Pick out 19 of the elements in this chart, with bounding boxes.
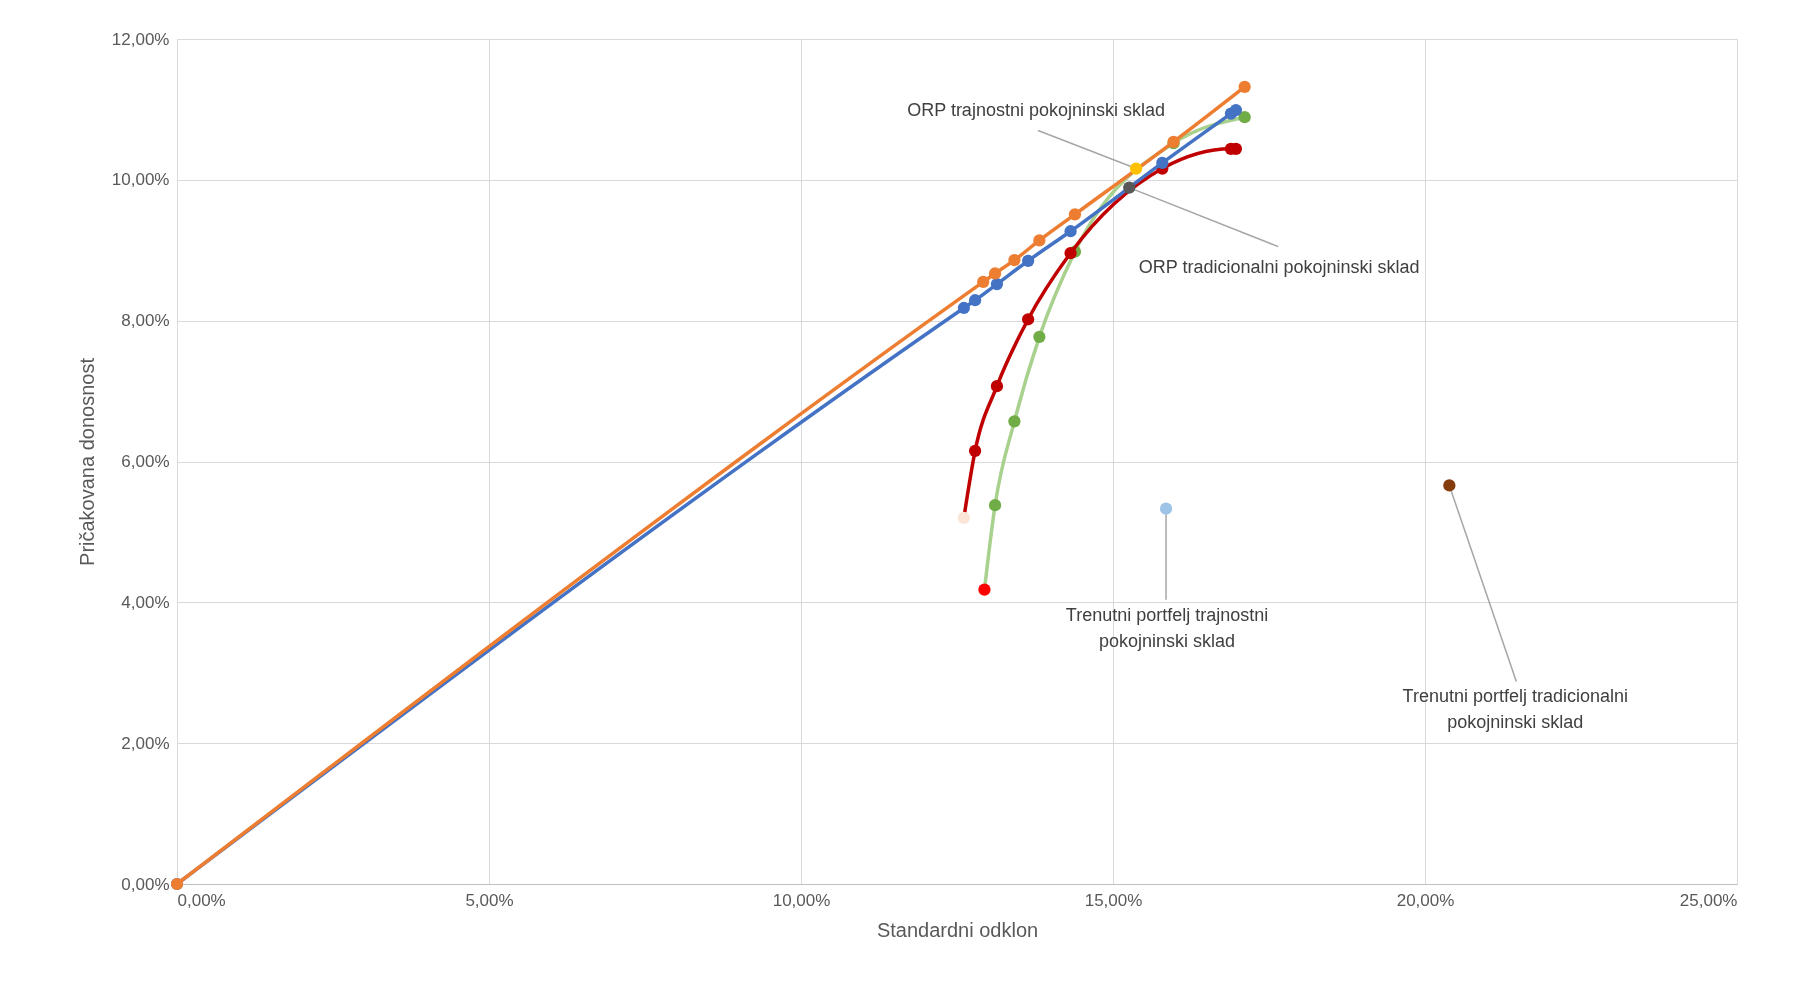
y-axis-title: Pričakovana donosnost	[75, 357, 98, 566]
y-tick-label: 8,00%	[121, 311, 170, 331]
x-tick-label: 25,00%	[1679, 890, 1738, 910]
x-tick-label: 5,00%	[465, 890, 514, 910]
y-tick-label: 0,00%	[121, 874, 170, 894]
annotation: Trenutni portfelj tradicionalni pokojninski sklad	[1402, 686, 1629, 733]
annotation: ORP trajnostni pokojninski sklad	[907, 99, 1165, 120]
annotation: ORP tradicionalni pokojninski sklad	[1138, 256, 1420, 277]
x-axis-title: Standardni odklon	[876, 918, 1039, 941]
y-tick-label: 10,00%	[111, 170, 170, 190]
x-tick-label: 10,00%	[772, 890, 831, 910]
y-tick-label: 2,00%	[121, 733, 170, 753]
y-tick-label: 6,00%	[121, 452, 170, 471]
x-tick-label: 0,00%	[177, 890, 226, 910]
y-tick-label: 4,00%	[121, 592, 170, 612]
x-tick-label: 15,00%	[1084, 890, 1143, 910]
annotation: Trenutni portfelj trajnostni pokojninski sklad	[1065, 604, 1269, 651]
y-tick-label: 12,00%	[111, 29, 170, 49]
x-tick-label: 20,00%	[1396, 890, 1455, 910]
